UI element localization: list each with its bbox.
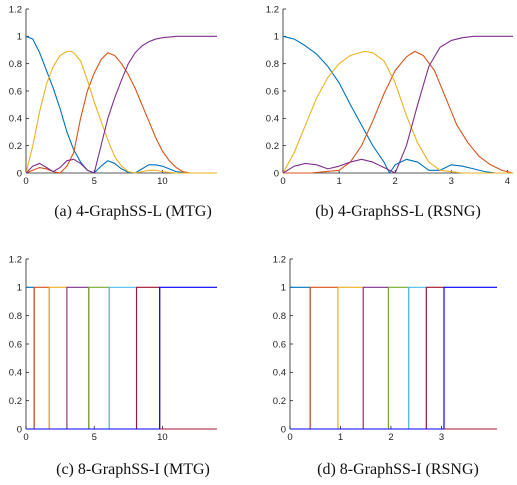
series-line-4 <box>290 286 497 430</box>
y-tick-label: 0.4 <box>273 368 286 379</box>
series-line-3 <box>25 50 217 174</box>
series-line-3 <box>282 50 513 174</box>
y-tick-label: 1.2 <box>9 254 22 265</box>
y-tick-label: 0.4 <box>9 368 22 379</box>
y-tick-label: 0.2 <box>9 396 22 407</box>
y-tick-label: 0.6 <box>273 339 286 350</box>
x-tick-label: 0 <box>23 176 28 187</box>
chart-panel-1: 0 0.2 0.4 0.6 0.8 1 1.2 0 5 10 (a) 4-GraphSS-L (MT… <box>9 4 217 220</box>
y-tick-label: 0.6 <box>9 339 22 350</box>
y-tick-label: 0.6 <box>9 86 22 97</box>
series-line-2 <box>290 286 497 430</box>
y-tick-label: 0 <box>281 424 286 435</box>
y-tick-label: 0.2 <box>273 396 286 407</box>
series-line-8 <box>290 286 497 430</box>
y-tick-label: 0.8 <box>266 59 279 70</box>
y-tick-label: 1 <box>274 32 279 43</box>
x-tick-label: 10 <box>157 432 168 443</box>
x-tick-label: 5 <box>92 432 97 443</box>
y-tick-label: 0.2 <box>9 141 22 152</box>
y-tick-label: 1.2 <box>9 4 22 15</box>
series-line-1 <box>282 35 513 174</box>
chart-panel-3: 0 0.2 0.4 0.6 0.8 1 1.2 0 5 10 (c) 8-GraphSS-I (MT… <box>9 254 217 478</box>
x-tick-label: 0 <box>23 432 28 443</box>
series-line-2 <box>283 50 514 174</box>
series-line-3 <box>290 286 497 430</box>
y-tick-label: 0.6 <box>266 86 279 97</box>
y-tick-label: 0.4 <box>9 114 22 125</box>
x-tick-label: 0 <box>280 176 285 187</box>
x-tick-label: 2 <box>393 176 398 187</box>
series-line-6 <box>290 286 497 430</box>
y-tick-label: 0 <box>274 168 279 179</box>
series-line-3 <box>26 286 217 430</box>
y-tick-label: 0.8 <box>9 311 22 322</box>
x-tick-label: 5 <box>92 176 97 187</box>
series-line-5 <box>290 286 497 430</box>
series-line-4 <box>25 35 217 174</box>
series-line-4 <box>26 286 217 430</box>
series-line-6 <box>26 286 217 430</box>
series-line-2 <box>25 52 217 174</box>
chart-caption: (d) 8-GraphSS-I (RSNG) <box>317 461 479 478</box>
x-tick-label: 4 <box>505 176 510 187</box>
x-tick-label: 3 <box>439 432 444 443</box>
y-tick-label: 0.8 <box>9 59 22 70</box>
series-line-8 <box>26 286 217 430</box>
x-tick-label: 10 <box>157 176 168 187</box>
y-tick-label: 1 <box>17 32 22 43</box>
y-tick-label: 0.8 <box>273 311 286 322</box>
series-line-1 <box>25 35 217 174</box>
x-tick-label: 3 <box>449 176 454 187</box>
y-tick-label: 1.2 <box>273 254 286 265</box>
x-tick-label: 2 <box>388 432 393 443</box>
series-line-1 <box>290 286 497 430</box>
series-line-1 <box>26 286 217 430</box>
y-tick-label: 1 <box>281 283 286 294</box>
y-tick-label: 0.4 <box>266 114 279 125</box>
series-line-7 <box>290 286 497 430</box>
chart-panel-2: 0 0.2 0.4 0.6 0.8 1 1.2 0 1 2 3 4 (b) 4-GraphSS-L (R… <box>266 4 514 220</box>
chart-caption: (c) 8-GraphSS-I (MTG) <box>56 461 210 478</box>
x-tick-label: 1 <box>336 176 341 187</box>
x-tick-label: 1 <box>338 432 343 443</box>
y-tick-label: 0 <box>17 168 22 179</box>
chart-panel-4: 0 0.2 0.4 0.6 0.8 1 1.2 0 1 2 3 (d) 8-GraphSS-I (RS… <box>273 254 497 478</box>
y-tick-label: 0.2 <box>266 141 279 152</box>
y-tick-label: 1.2 <box>266 4 279 15</box>
chart-caption: (a) 4-GraphSS-L (MTG) <box>54 203 212 220</box>
series-line-4 <box>282 35 513 174</box>
y-tick-label: 0 <box>17 424 22 435</box>
chart-caption: (b) 4-GraphSS-L (RSNG) <box>315 203 481 220</box>
series-line-7 <box>26 286 217 430</box>
y-tick-label: 1 <box>17 283 22 294</box>
series-line-2 <box>26 286 217 430</box>
x-tick-label: 0 <box>287 432 292 443</box>
series-line-5 <box>26 286 217 430</box>
